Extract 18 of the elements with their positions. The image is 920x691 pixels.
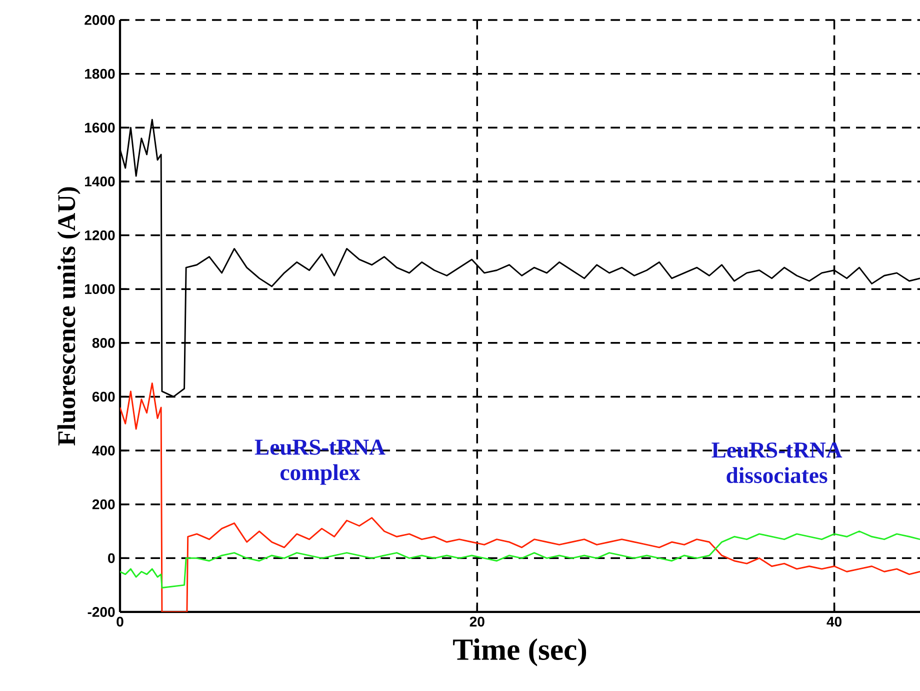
y-tick-label: 2000 — [84, 15, 115, 25]
y-tick-label: 0 — [108, 553, 115, 564]
y-tick-label: 1600 — [85, 122, 115, 133]
x-tick-label: 40 — [826, 616, 842, 627]
x-tick-label: 0 — [116, 616, 124, 627]
y-tick-label: 600 — [92, 392, 115, 402]
y-tick-label: 1000 — [85, 284, 115, 294]
x-axis-title: Time (sec) — [453, 638, 586, 666]
y-axis-title: Fluorescence units (AU) — [57, 187, 80, 446]
y-tick-label: -200 — [88, 607, 115, 617]
annotation: LeuRS-tRNA dissociates — [712, 442, 842, 484]
y-tick-label: 800 — [92, 338, 115, 348]
y-tick-label: 1400 — [85, 176, 115, 186]
x-tick-label: 20 — [470, 616, 484, 627]
y-tick-label: 1200 — [85, 230, 115, 240]
y-tick-label: 1800 — [85, 68, 115, 79]
y-tick-label: 400 — [92, 446, 115, 456]
y-tick-label: 200 — [92, 499, 115, 510]
